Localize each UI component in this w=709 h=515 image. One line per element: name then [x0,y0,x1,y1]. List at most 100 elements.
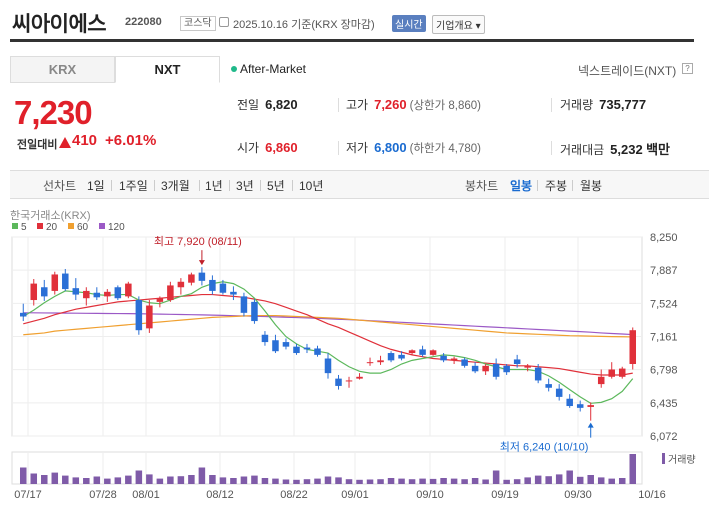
candle-body [104,291,111,297]
x-tick-label: 10/16 [638,489,666,501]
volume-bar [261,478,269,484]
y-tick-label: 8,250 [650,232,678,244]
volume-bar [293,479,300,484]
period-3y[interactable]: 3년 [236,179,254,193]
period-bar: 선차트 1일 1주일 3개월 1년 3년 5년 10년 봉차트 일봉 주봉 월봉 [10,170,709,199]
volume-bar [104,478,111,484]
volume-bar [135,470,143,484]
y-tick-label: 6,798 [650,365,678,377]
candle-body [335,378,342,386]
volume-bar [576,476,584,484]
volume-bar [345,479,353,484]
realtime-button[interactable]: 실시간 [392,15,426,32]
candle-body [240,296,248,313]
legend-label-ma120: 120 [108,222,125,233]
quote-label: 시가 [237,141,260,155]
up-triangle-icon [59,137,71,148]
volume-bar [440,478,447,484]
candle-body [534,367,542,381]
moving-average-ma120 [23,312,633,336]
candle-body [314,348,321,355]
quote-trade-value: 거래대금 5,232 백만 [560,139,670,158]
chart-source-label: 한국거래소(KRX) [10,209,91,222]
candle-body [408,350,416,354]
x-tick-label: 08/12 [206,489,234,501]
period-5y[interactable]: 5년 [267,179,285,193]
volume-bar [335,477,342,484]
period-10y[interactable]: 10년 [299,179,324,193]
candle-body [429,350,437,355]
volume-bar [471,478,479,484]
volume-bar [534,475,542,484]
y-tick-label: 7,887 [650,265,678,277]
period-1y[interactable]: 1년 [205,179,223,193]
volume-bar [188,475,195,484]
after-market-label: After-Market [240,62,307,76]
candle-body [198,272,206,281]
moving-average-ma20 [23,293,633,376]
volume-bar [230,478,237,484]
candle-body [83,290,90,299]
volume-bar [555,474,563,484]
x-tick-label: 07/28 [89,489,117,501]
candle-monthly[interactable]: 월봉 [580,179,603,193]
quote-sub: (상한가 8,860) [409,100,482,112]
y-tick-label: 6,072 [650,431,678,443]
period-1d[interactable]: 1일 [87,179,105,193]
volume-bar [618,478,626,484]
candle-body [503,365,510,373]
candle-body [209,279,216,291]
candle-body [608,369,615,377]
volume-bar [408,479,416,484]
legend-label-ma5: 5 [21,222,27,233]
candle-body [19,312,27,317]
candle-body [587,405,594,407]
candle-body [482,365,489,372]
volume-bar [62,475,69,484]
volume-bar [209,475,216,484]
quote-value: 6,820 [265,97,298,112]
stock-chart[interactable]: 한국거래소(KRX)5 20 60 120 8,250 7,887 7,524 7,161 6,… [0,205,709,515]
volume-bar [51,472,59,484]
candle-chart-label[interactable]: 봉차트 [465,179,499,193]
candle-body [450,358,458,361]
help-icon[interactable]: ? [682,63,693,74]
quote-sub: (하한가 4,780) [409,143,482,155]
candle-body [272,340,279,352]
tab-nxt[interactable]: NXT [115,56,220,83]
chart-high-annotation: 최고 7,920 (08/11) [154,235,242,248]
candle-body [114,287,122,299]
volume-bar [429,478,437,484]
volume-bar [419,478,426,484]
period-1w[interactable]: 1주일 [119,179,148,193]
stock-header: 씨아이에스 222080 코스닥 2025.10.16 기준(KRX 장마감) … [10,8,694,42]
legend-swatch [37,223,43,229]
x-tick-label: 08/22 [280,489,308,501]
company-info-dropdown[interactable]: 기업개요 ▾ [432,15,485,34]
quote-label: 전일 [237,98,260,112]
candle-daily[interactable]: 일봉 [510,179,533,193]
base-date: 2025.10.16 기준(KRX 장마감) [233,19,375,31]
quote-value: 735,777 [599,97,647,112]
chart-low-annotation: 최저 6,240 (10/10) [500,441,589,454]
candle-body [30,283,38,301]
legend-swatch [99,223,105,229]
candle-body [62,273,69,290]
tab-krx[interactable]: KRX [10,56,115,83]
moving-average-ma60 [23,314,633,338]
volume-bar [19,467,27,484]
candle-weekly[interactable]: 주봉 [545,179,568,193]
volume-legend-swatch [662,453,665,464]
candle-body [188,274,195,283]
y-tick-label: 6,435 [650,398,678,410]
clock-icon [219,17,229,27]
volume-bar [219,477,227,484]
candle-body [387,353,395,361]
change-amount: 410 [72,132,98,149]
candle-body [629,330,637,365]
line-chart-label[interactable]: 선차트 [43,179,77,193]
period-3m[interactable]: 3개월 [161,179,190,193]
volume-bar [146,474,153,484]
volume-bar [125,475,132,484]
candle-body [51,274,59,291]
